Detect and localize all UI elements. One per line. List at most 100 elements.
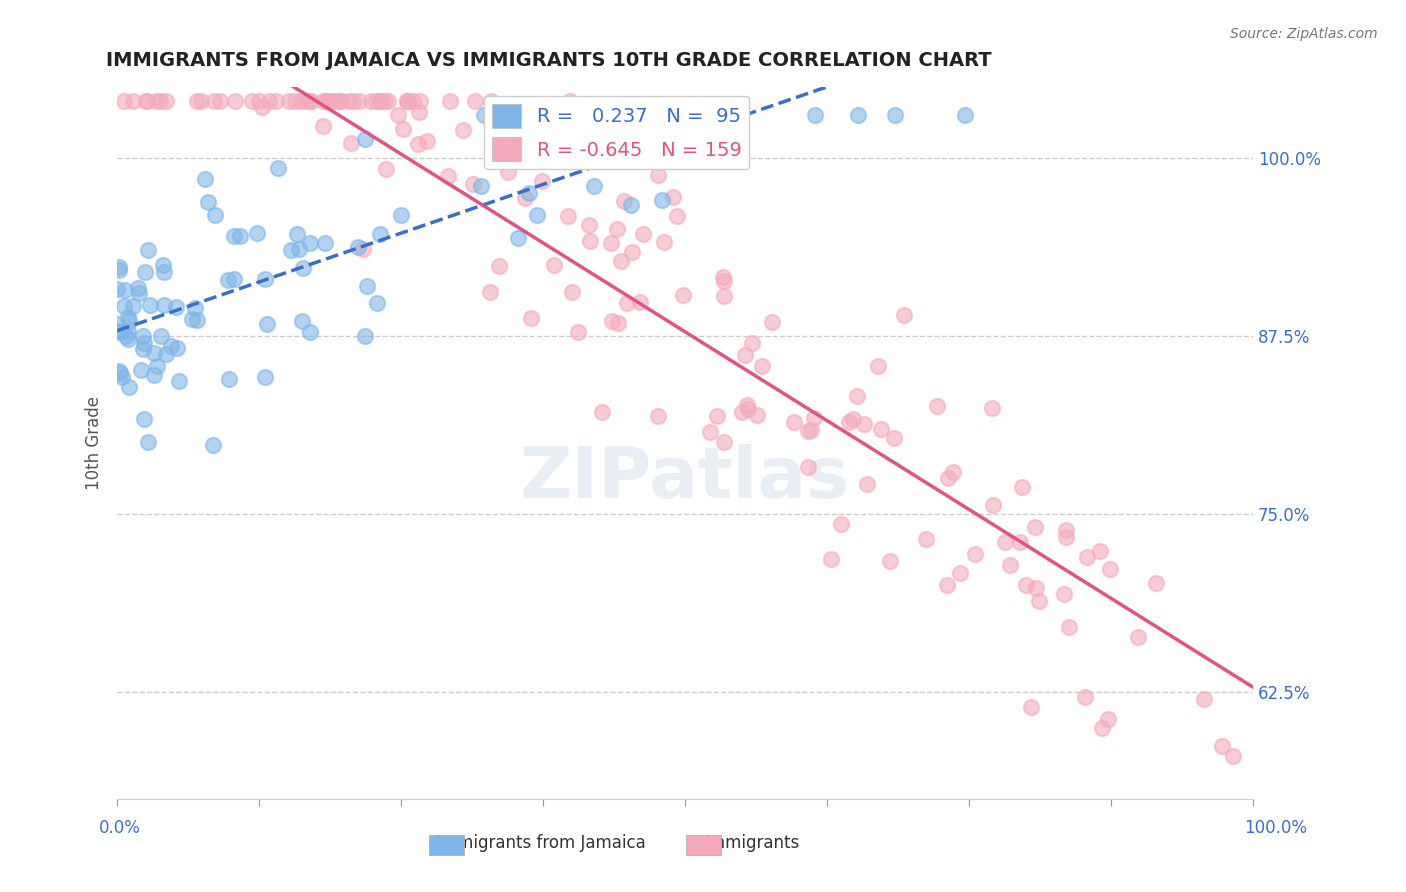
Point <box>108 262 131 277</box>
Point <box>280 244 302 258</box>
Point <box>1074 690 1097 704</box>
Point <box>256 318 278 332</box>
Point <box>240 94 263 108</box>
Point <box>665 209 688 223</box>
Point <box>375 162 398 177</box>
Point <box>364 94 387 108</box>
Point <box>803 410 825 425</box>
Point <box>136 244 159 258</box>
Point <box>1126 630 1149 644</box>
Point <box>1076 549 1098 564</box>
Point <box>396 94 419 108</box>
Point <box>1099 562 1122 576</box>
Point <box>201 438 224 452</box>
Point <box>998 558 1021 572</box>
Point <box>146 359 169 374</box>
Point <box>197 194 219 209</box>
Point <box>745 409 768 423</box>
Point <box>503 122 526 136</box>
Point <box>600 235 623 250</box>
Point <box>1053 587 1076 601</box>
Point <box>118 379 141 393</box>
Point <box>224 94 246 108</box>
Point <box>347 240 370 254</box>
Point <box>138 298 160 312</box>
Point <box>981 401 1004 416</box>
Point <box>530 174 553 188</box>
Point <box>131 329 153 343</box>
Point <box>122 300 145 314</box>
Point <box>1010 535 1032 549</box>
Point <box>166 341 188 355</box>
Point <box>316 94 339 108</box>
Point <box>955 108 977 122</box>
Point <box>134 265 156 279</box>
Point <box>439 94 461 108</box>
Point <box>1011 480 1033 494</box>
Point <box>557 149 579 163</box>
Text: IMMIGRANTS FROM JAMAICA VS IMMIGRANTS 10TH GRADE CORRELATION CHART: IMMIGRANTS FROM JAMAICA VS IMMIGRANTS 10… <box>105 51 991 70</box>
Point <box>530 145 553 159</box>
Point <box>915 532 938 546</box>
Point <box>936 578 959 592</box>
Point <box>377 94 399 108</box>
Point <box>856 477 879 491</box>
Point <box>605 108 627 122</box>
Point <box>606 316 628 330</box>
Point <box>582 146 605 161</box>
Point <box>731 405 754 419</box>
Point <box>288 242 311 256</box>
Point <box>616 296 638 310</box>
Point <box>128 286 150 301</box>
Point <box>578 219 600 233</box>
Point <box>620 198 643 212</box>
Point <box>994 535 1017 549</box>
Point <box>706 409 728 423</box>
Point <box>1091 721 1114 735</box>
Point <box>804 108 827 122</box>
Point <box>155 347 177 361</box>
Point <box>558 94 581 108</box>
Point <box>981 498 1004 512</box>
Point <box>662 190 685 204</box>
Point <box>883 108 905 122</box>
Point <box>735 398 758 412</box>
Point <box>963 547 986 561</box>
Point <box>751 359 773 374</box>
Point <box>389 208 412 222</box>
Point <box>737 401 759 416</box>
Point <box>463 177 485 191</box>
Point <box>561 285 583 299</box>
Point <box>312 119 335 133</box>
Point <box>165 300 187 314</box>
Point <box>222 271 245 285</box>
Point <box>145 94 167 108</box>
Point <box>893 308 915 322</box>
Point <box>190 94 212 108</box>
Point <box>253 271 276 285</box>
Point <box>316 94 339 108</box>
Point <box>1024 520 1046 534</box>
Point <box>631 227 654 241</box>
Point <box>481 94 503 108</box>
Point <box>408 105 430 120</box>
Point <box>396 94 419 108</box>
Point <box>209 94 232 108</box>
Point <box>949 566 972 581</box>
Point <box>160 339 183 353</box>
Point <box>181 312 204 326</box>
Point <box>222 228 245 243</box>
Point <box>401 94 423 108</box>
Point <box>337 94 360 108</box>
Point <box>600 314 623 328</box>
Point <box>515 147 537 161</box>
Y-axis label: 10th Grade: 10th Grade <box>86 396 103 490</box>
Point <box>613 194 636 209</box>
Point <box>314 236 336 251</box>
Point <box>118 314 141 328</box>
Text: Immigrants: Immigrants <box>704 834 800 852</box>
Point <box>246 226 269 240</box>
Point <box>517 131 540 145</box>
Point <box>496 108 519 122</box>
Point <box>135 94 157 108</box>
